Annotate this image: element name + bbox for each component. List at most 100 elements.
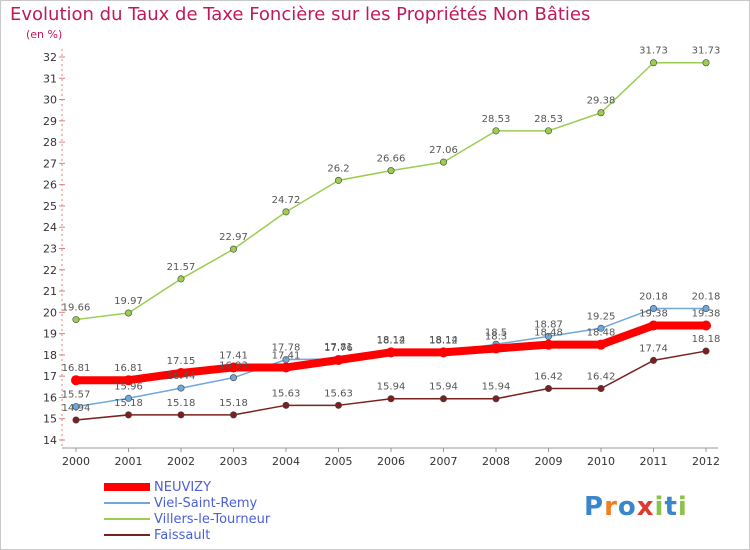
data-point	[282, 401, 290, 409]
x-tick-label: 2007	[430, 455, 458, 468]
data-label: 20.18	[692, 292, 721, 303]
data-label: 26.2	[327, 163, 349, 174]
data-point	[387, 167, 395, 175]
y-tick-label: 29	[43, 115, 57, 128]
logo-letter: P	[584, 492, 605, 522]
data-label: 22.97	[219, 232, 248, 243]
data-label: 19.97	[114, 296, 143, 307]
data-point	[649, 356, 657, 364]
data-label: 28.53	[482, 114, 511, 125]
x-tick-label: 2008	[482, 455, 510, 468]
data-label: 16.42	[587, 372, 616, 383]
data-label: 21.57	[167, 262, 196, 273]
y-tick-label: 25	[43, 200, 57, 213]
data-label: 18.14	[377, 335, 406, 346]
x-tick-label: 2006	[377, 455, 405, 468]
proxiti-logo: Proxiti	[584, 492, 688, 522]
data-label: 16.81	[114, 363, 143, 374]
data-label: 17.81	[324, 342, 353, 353]
data-point	[334, 176, 342, 184]
data-label: 16.44	[167, 371, 196, 382]
y-tick-label: 21	[43, 285, 57, 298]
data-label: 15.94	[429, 382, 458, 393]
y-tick-label: 16	[43, 391, 57, 404]
data-label: 18.48	[534, 328, 563, 339]
y-tick-label: 22	[43, 264, 57, 277]
logo-letter: t	[664, 492, 678, 522]
data-label: 19.38	[692, 309, 721, 320]
data-label: 17.41	[272, 350, 301, 361]
data-label: 27.06	[429, 145, 458, 156]
data-label: 16.81	[62, 363, 91, 374]
y-tick-label: 19	[43, 328, 57, 341]
data-point	[125, 309, 133, 317]
data-label: 18.3	[485, 332, 507, 343]
data-point	[438, 347, 449, 358]
data-label: 19.25	[587, 311, 616, 322]
data-label: 18.48	[587, 328, 616, 339]
data-point	[71, 375, 81, 386]
data-label: 17.76	[324, 343, 353, 354]
data-point	[439, 158, 447, 166]
legend-label: Viel-Saint-Remy	[154, 496, 257, 511]
data-point	[72, 316, 80, 324]
data-label: 15.57	[62, 390, 91, 401]
data-point	[72, 416, 80, 424]
data-label: 15.94	[377, 382, 406, 393]
x-tick-label: 2004	[272, 455, 300, 468]
data-label: 16.93	[219, 361, 248, 372]
data-point	[439, 395, 447, 403]
data-label: 15.18	[219, 398, 248, 409]
data-label: 18.18	[692, 334, 721, 345]
data-point	[597, 385, 605, 393]
data-point	[333, 354, 344, 365]
data-point	[649, 59, 657, 67]
data-point	[492, 127, 500, 135]
data-point	[597, 324, 605, 332]
chart-title: Evolution du Taux de Taxe Foncière sur l…	[10, 4, 591, 25]
data-point	[176, 367, 186, 378]
x-tick-label: 2003	[220, 455, 248, 468]
legend-label: Faissault	[154, 528, 210, 543]
data-label: 17.74	[639, 343, 668, 354]
logo-letter: i	[677, 492, 688, 522]
data-point	[386, 347, 396, 358]
data-label: 18.12	[429, 335, 458, 346]
x-tick-label: 2005	[325, 455, 353, 468]
data-point	[702, 59, 710, 67]
logo-letter: x	[636, 492, 655, 522]
x-tick-label: 2012	[692, 455, 720, 468]
y-tick-label: 27	[43, 157, 57, 170]
chart-unit-label: (en %)	[26, 28, 63, 41]
y-tick-label: 30	[43, 94, 57, 107]
x-tick-label: 2002	[167, 455, 195, 468]
data-point	[544, 385, 552, 393]
data-label: 26.66	[377, 154, 406, 165]
x-tick-label: 2011	[640, 455, 668, 468]
y-tick-label: 24	[43, 221, 57, 234]
data-point	[125, 411, 133, 419]
y-tick-label: 31	[43, 72, 57, 85]
data-point	[701, 320, 711, 331]
data-label: 15.96	[114, 381, 143, 392]
data-label: 15.63	[324, 388, 353, 399]
x-tick-label: 2001	[115, 455, 143, 468]
x-tick-label: 2009	[535, 455, 563, 468]
y-tick-label: 20	[43, 306, 57, 319]
data-label: 18.12	[377, 335, 406, 346]
data-point	[123, 375, 134, 386]
data-label: 31.73	[639, 46, 668, 57]
logo-letter: i	[654, 492, 665, 522]
data-point	[597, 109, 605, 117]
data-point	[177, 411, 185, 419]
data-point	[125, 394, 133, 402]
data-point	[334, 401, 342, 409]
data-label: 14.94	[62, 403, 91, 414]
data-label: 19.38	[639, 309, 668, 320]
data-point	[491, 343, 501, 354]
y-tick-label: 15	[43, 413, 57, 426]
data-point	[387, 395, 395, 403]
data-point	[230, 411, 238, 419]
data-point	[648, 320, 659, 331]
